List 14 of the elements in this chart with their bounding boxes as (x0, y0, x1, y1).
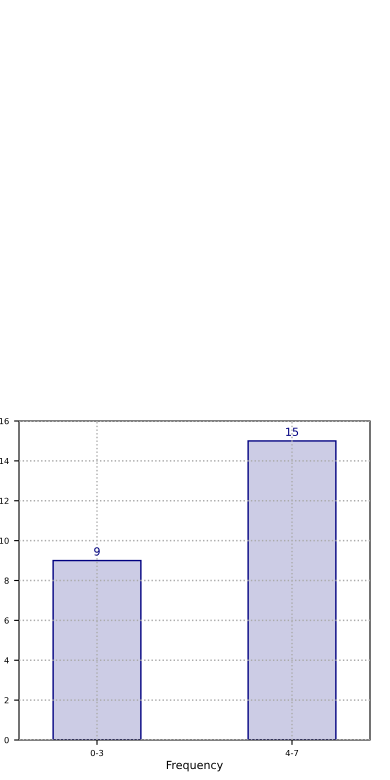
data-label: 15 (286, 428, 298, 436)
y-tick-label: 2 (4, 697, 8, 704)
y-tick-label: 14 (0, 458, 9, 464)
data-label: 9 (94, 547, 100, 556)
x-tick-label: 4-7 (286, 750, 298, 756)
y-tick-label: 4 (4, 657, 9, 664)
y-tick-label: 16 (0, 418, 9, 424)
y-tick-label: 10 (0, 538, 9, 544)
y-tick-label: 8 (4, 577, 9, 584)
y-tick-label: 6 (4, 617, 9, 624)
y-tick-label: 0 (4, 736, 9, 744)
y-tick-label: 12 (0, 498, 8, 504)
x-tick-label: 0-3 (90, 750, 104, 756)
x-axis-title: Frequency (166, 760, 223, 772)
